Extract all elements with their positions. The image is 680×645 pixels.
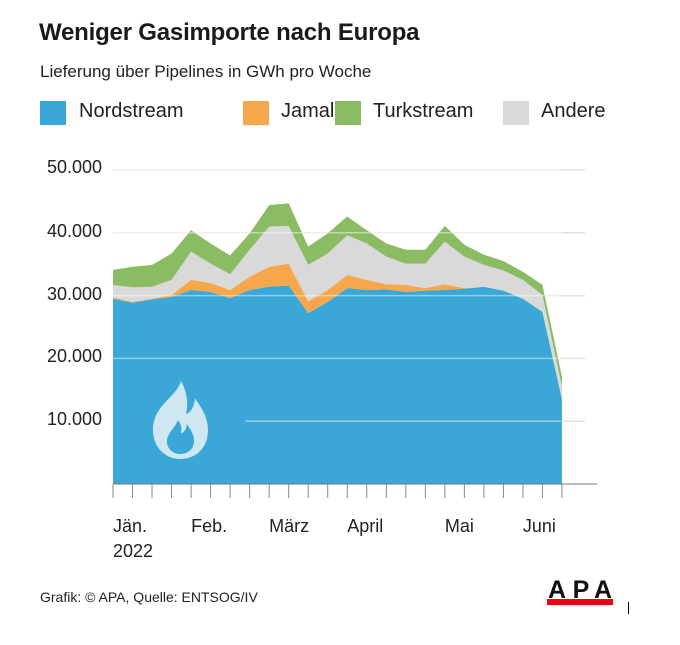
apa-logo-bar [547,599,613,605]
x-tick-label: Feb. [191,516,228,536]
x-tick-sublabel: 2022 [113,541,154,561]
chart-subtitle: Lieferung über Pipelines in GWh pro Woch… [40,62,372,81]
legend-label-turkstream: Turkstream [373,100,474,122]
legend-swatch-jamal [243,101,269,125]
x-tick-label: Juni [522,516,556,536]
legend-label-nordstream: Nordstream [79,100,184,122]
area-jamal [113,263,562,400]
area-andere [113,225,562,400]
x-tick-label: April [347,516,384,536]
flame-icon [153,381,208,459]
y-tick-label: 20.000 [46,346,102,366]
cursor-mark [628,602,629,614]
area-nordstream [113,285,562,484]
area-turkstream [113,203,562,387]
legend-swatch-andere [503,101,529,125]
x-tick-label: März [269,516,310,536]
x-tick-label: Jän. [113,516,148,536]
source-credit: Grafik: © APA, Quelle: ENTSOG/IV [40,589,258,605]
chart-title: Weniger Gasimporte nach Europa [39,19,420,46]
legend-label-andere: Andere [541,100,606,122]
x-tick-label: Mai [444,516,474,536]
legend-label-jamal: Jamal [281,100,335,122]
legend-swatch-turkstream [335,101,361,125]
legend-swatch-nordstream [40,101,66,125]
y-tick-label: 40.000 [46,221,102,241]
y-tick-label: 50.000 [46,157,102,177]
y-tick-label: 10.000 [46,409,102,429]
apa-logo: APA [547,576,613,605]
y-tick-label: 30.000 [46,284,102,304]
